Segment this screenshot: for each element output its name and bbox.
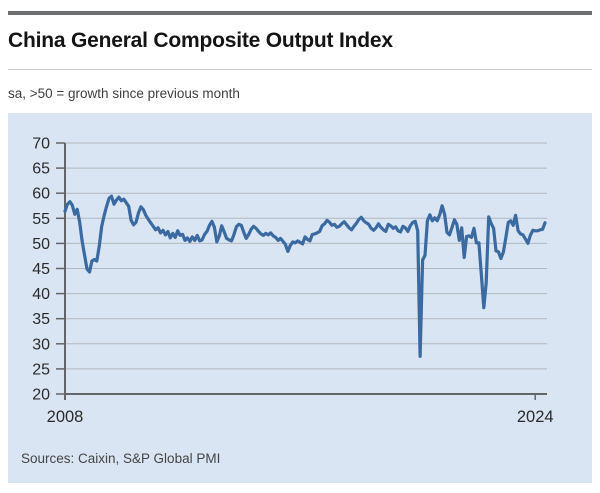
chart-subtitle: sa, >50 = growth since previous month — [8, 86, 240, 101]
top-rule — [8, 11, 592, 15]
y-tick-label: 20 — [32, 387, 50, 404]
page-title: China General Composite Output Index — [8, 29, 393, 52]
y-tick-label: 70 — [32, 136, 50, 153]
chart-source: Sources: Caixin, S&P Global PMI — [21, 451, 221, 466]
title-divider — [8, 69, 592, 70]
y-tick-label: 65 — [32, 161, 50, 178]
y-tick-label: 50 — [32, 236, 50, 253]
y-tick-label: 30 — [32, 336, 50, 353]
x-tick-label: 2024 — [517, 408, 554, 426]
x-axis-labels: 2008 2024 — [47, 394, 554, 426]
axes — [64, 143, 547, 400]
y-tick-label: 40 — [32, 286, 50, 303]
composite-output-line-chart: 20 25 30 35 40 45 50 55 60 65 70 2008 2024 — [32, 136, 554, 427]
y-tick-label: 35 — [32, 311, 50, 328]
composite-output-index-line — [63, 194, 547, 358]
y-gridlines — [65, 142, 547, 370]
y-tick-label: 25 — [32, 361, 50, 378]
y-tick-label: 60 — [32, 186, 50, 203]
chart-panel: 20 25 30 35 40 45 50 55 60 65 70 2008 2024 Sources: … — [8, 113, 592, 483]
y-axis-labels: 20 25 30 35 40 45 50 55 60 65 70 — [32, 136, 65, 404]
x-tick-label: 2008 — [47, 408, 84, 426]
y-tick-label: 55 — [32, 211, 50, 228]
y-tick-label: 45 — [32, 261, 50, 278]
